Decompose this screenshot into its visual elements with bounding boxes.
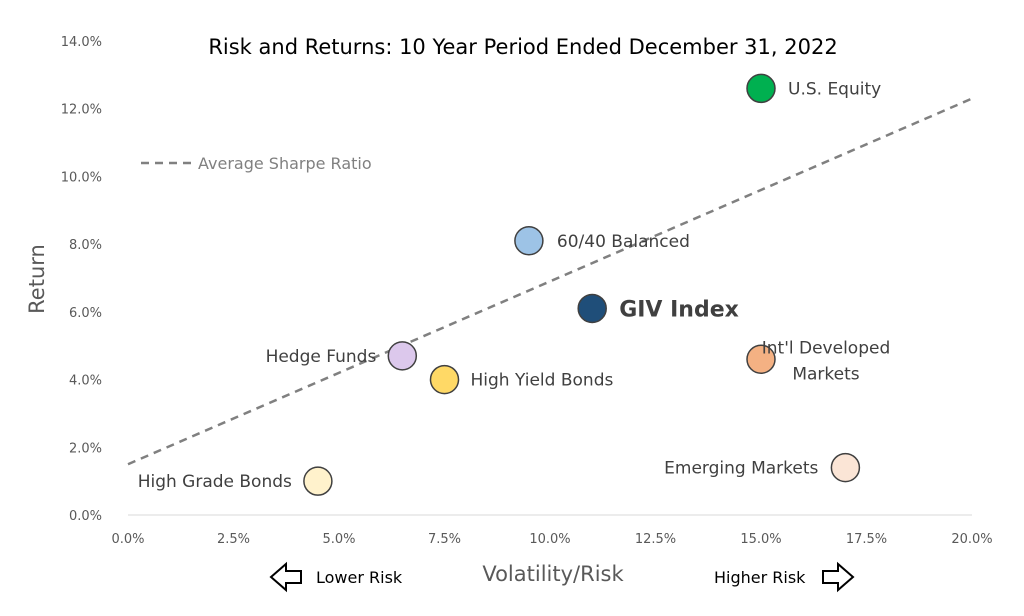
left-arrow-icon — [269, 561, 302, 593]
point-high-yield-bonds — [429, 364, 460, 395]
x-tick-label: 17.5% — [846, 532, 887, 547]
point-int-l-developed-markets — [746, 344, 776, 375]
point-hedge-funds — [387, 341, 418, 371]
x-tick-label: 15.0% — [740, 532, 781, 547]
x-axis-label: Volatility/Risk — [482, 562, 624, 586]
x-tick-label: 2.5% — [217, 532, 250, 547]
legend-sharpe-label: Average Sharpe Ratio — [198, 154, 372, 173]
lower-risk-label: Lower Risk — [316, 568, 403, 587]
point-60-40-balanced — [514, 226, 544, 256]
x-tick-label: 0.0% — [111, 532, 144, 547]
y-tick-label: 0.0% — [69, 509, 102, 524]
y-tick-label: 10.0% — [61, 170, 102, 185]
point-high-grade-bonds — [303, 466, 333, 496]
x-tick-label: 20.0% — [951, 532, 992, 547]
point-label-high-yield-bonds: High Yield Bonds — [471, 371, 614, 391]
y-tick-label: 4.0% — [69, 374, 102, 389]
x-tick-label: 10.0% — [529, 532, 570, 547]
y-axis-label: Return — [25, 244, 49, 314]
x-tick-label: 7.5% — [428, 532, 461, 547]
point-label-int-l-developed-markets: Int'l Developed Markets — [762, 338, 891, 384]
point-u-s-equity — [746, 73, 776, 104]
higher-risk-label: Higher Risk — [714, 568, 806, 587]
point-label-emerging-markets: Emerging Markets — [664, 459, 818, 479]
point-emerging-markets — [830, 452, 861, 483]
right-arrow-icon — [822, 561, 855, 593]
x-tick-label: 12.5% — [635, 532, 676, 547]
y-tick-label: 14.0% — [61, 35, 102, 50]
point-label-hedge-funds: Hedge Funds — [266, 347, 377, 367]
point-label-giv-index: GIV Index — [619, 297, 739, 322]
point-label-high-grade-bonds: High Grade Bonds — [138, 472, 292, 492]
y-tick-label: 6.0% — [69, 306, 102, 321]
y-tick-label: 8.0% — [69, 238, 102, 253]
point-label-u-s-equity: U.S. Equity — [788, 79, 881, 99]
point-label-60-40-balanced: 60/40 Balanced — [557, 232, 690, 252]
point-giv-index — [577, 293, 607, 324]
y-tick-label: 12.0% — [61, 103, 102, 118]
chart-title: Risk and Returns: 10 Year Period Ended D… — [208, 35, 837, 59]
x-tick-label: 5.0% — [322, 532, 355, 547]
y-tick-label: 2.0% — [69, 441, 102, 456]
